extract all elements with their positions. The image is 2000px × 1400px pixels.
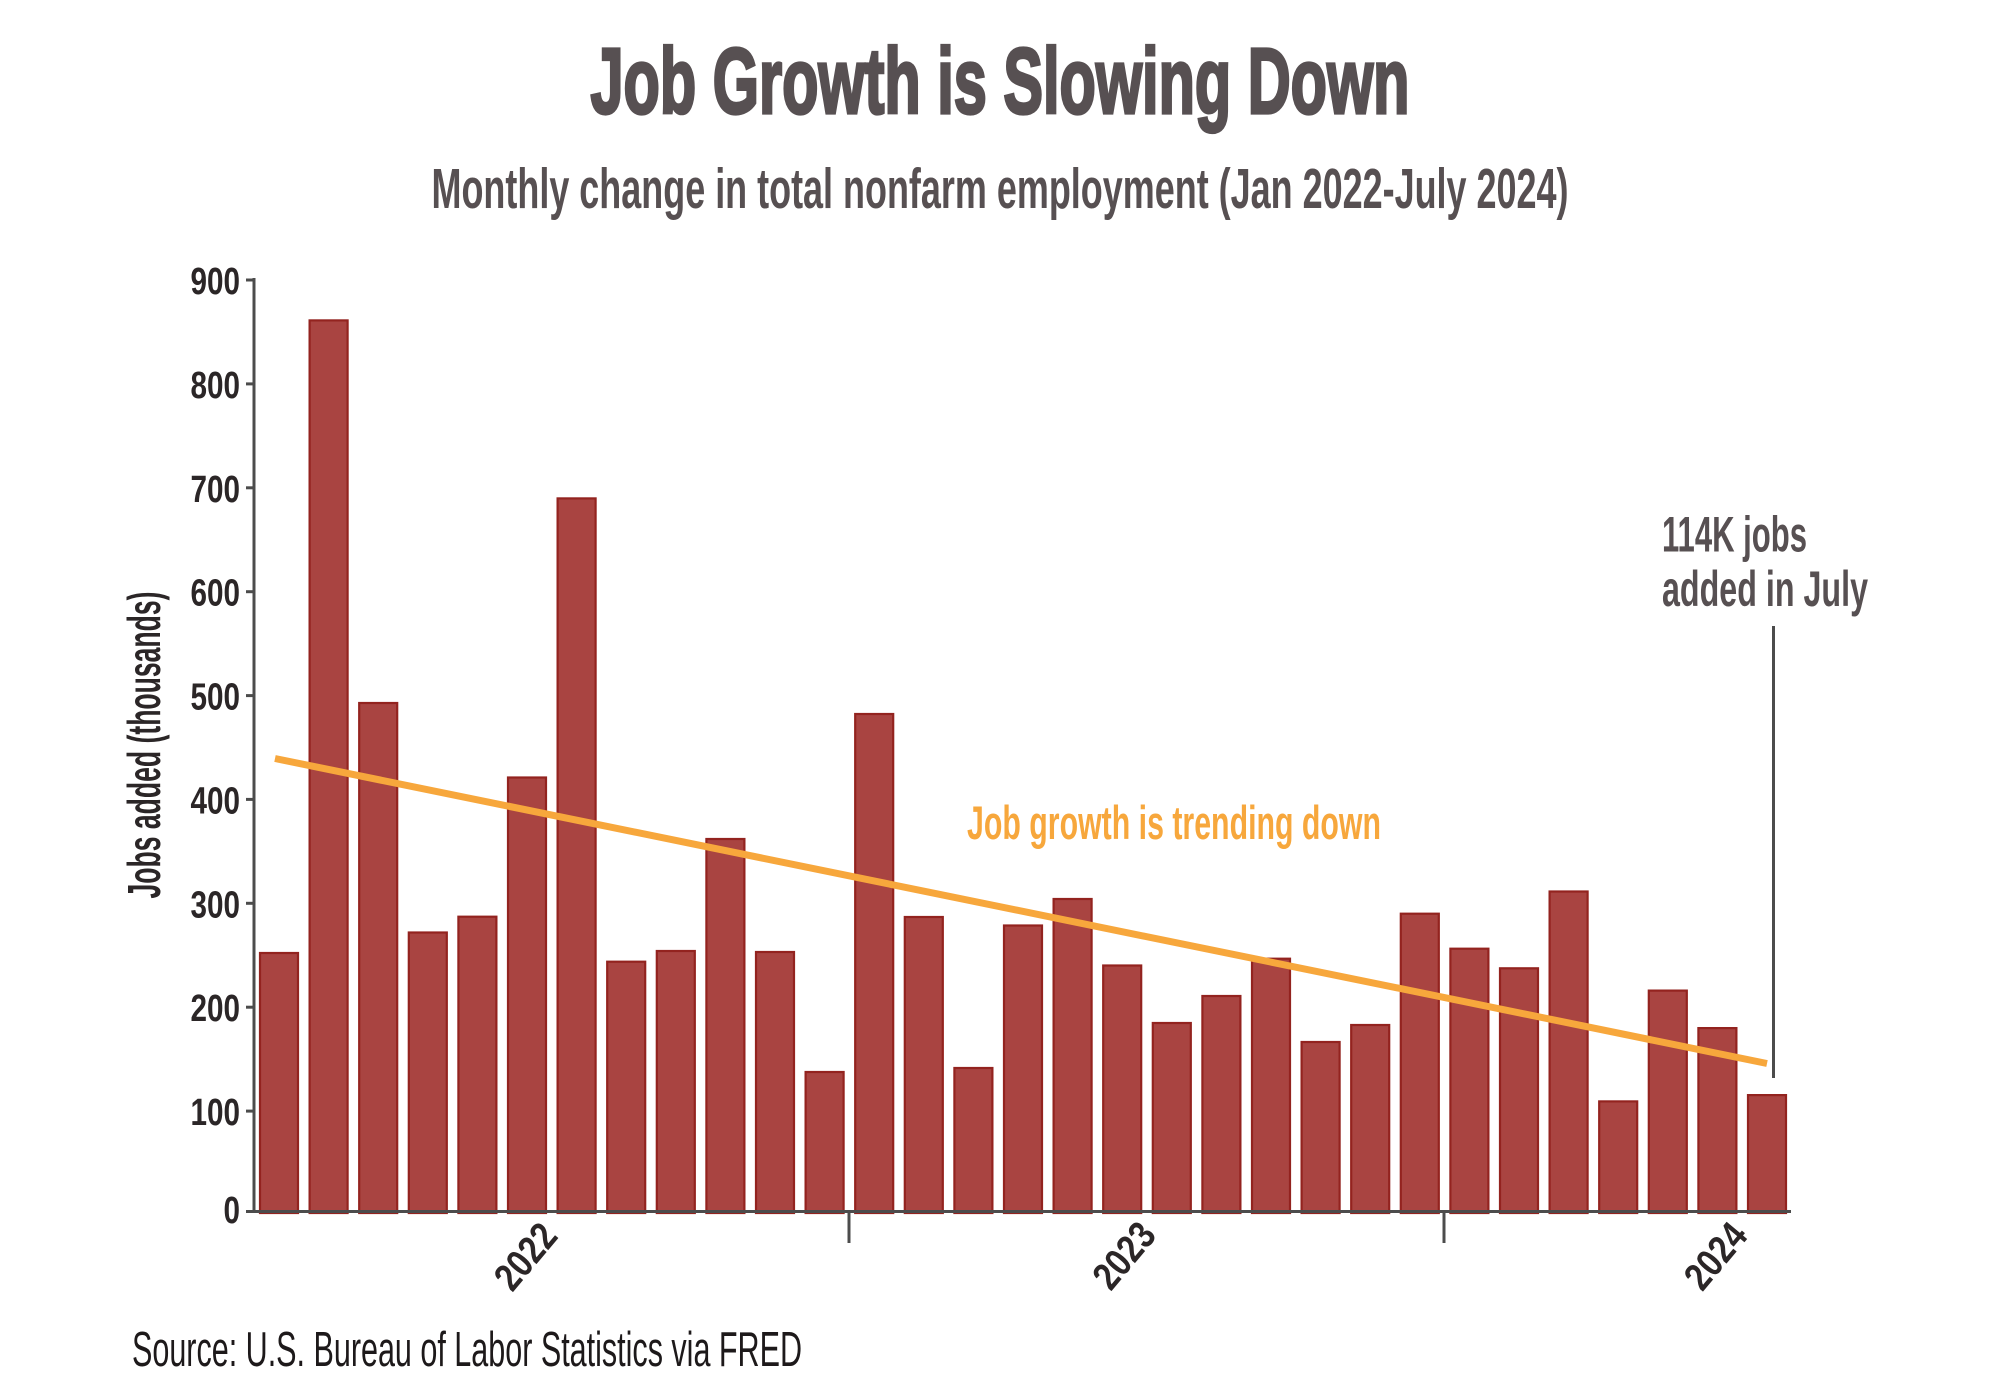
- svg-text:added in July: added in July: [1662, 561, 1868, 617]
- svg-text:600: 600: [191, 573, 241, 615]
- svg-text:Source: U.S. Bureau of Labor S: Source: U.S. Bureau of Labor Statistics …: [132, 1323, 802, 1377]
- svg-text:Monthly change in total nonfar: Monthly change in total nonfarm employme…: [432, 157, 1569, 221]
- svg-text:200: 200: [191, 988, 241, 1030]
- svg-text:900: 900: [191, 261, 241, 303]
- svg-text:114K jobs: 114K jobs: [1662, 507, 1807, 563]
- svg-text:500: 500: [191, 677, 241, 719]
- svg-text:800: 800: [191, 365, 241, 407]
- svg-text:300: 300: [191, 884, 241, 926]
- svg-text:Job growth is trending down: Job growth is trending down: [967, 796, 1381, 849]
- svg-text:400: 400: [191, 780, 241, 822]
- svg-text:Jobs added (thousands): Jobs added (thousands): [118, 592, 170, 899]
- svg-text:0: 0: [224, 1190, 241, 1232]
- svg-text:Job Growth is Slowing Down: Job Growth is Slowing Down: [591, 29, 1410, 133]
- svg-text:700: 700: [191, 469, 241, 511]
- svg-text:100: 100: [191, 1092, 241, 1134]
